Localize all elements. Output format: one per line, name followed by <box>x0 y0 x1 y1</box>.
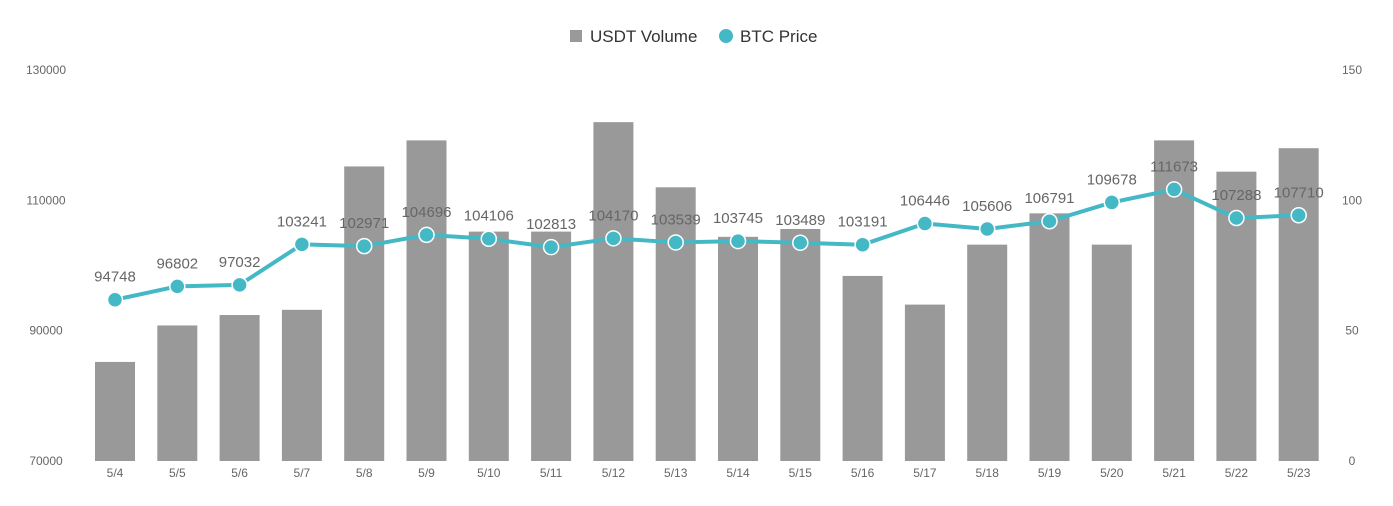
btc-price-point <box>1228 209 1245 227</box>
btc-price-data-label: 103241 <box>277 213 327 230</box>
x-axis-tick-label: 5/6 <box>231 466 248 480</box>
btc-price-data-label: 103489 <box>775 212 825 229</box>
btc-price-point <box>231 276 248 294</box>
legend-usdt-volume-swatch <box>570 30 582 42</box>
usdt-volume-bar <box>157 325 198 461</box>
usdt-volume-bar <box>780 229 821 461</box>
x-axis-tick-label: 5/21 <box>1162 466 1186 480</box>
usdt-volume-bar <box>1029 213 1070 461</box>
x-axis-tick-label: 5/5 <box>169 466 186 480</box>
btc-price-point <box>605 230 622 247</box>
usdt-volume-bar <box>904 304 945 461</box>
btc-price-data-label: 96802 <box>156 255 198 272</box>
x-axis-tick-label: 5/22 <box>1225 466 1249 480</box>
x-axis-tick-label: 5/15 <box>789 466 813 480</box>
usdt-volume-bar <box>593 122 634 461</box>
btc-price-data-label: 107288 <box>1211 187 1261 204</box>
btc-price-data-label: 104696 <box>401 204 451 221</box>
btc-price-data-label: 111673 <box>1150 158 1198 175</box>
x-axis-tick-label: 5/18 <box>976 466 1000 480</box>
btc-price-data-label: 106446 <box>900 192 950 209</box>
left-axis-tick-label: 130000 <box>26 63 66 77</box>
btc-price-data-label: 104106 <box>464 208 514 225</box>
right-axis-tick-label: 0 <box>1349 454 1356 468</box>
x-axis-tick-label: 5/13 <box>664 466 688 480</box>
btc-price-point <box>293 236 311 253</box>
btc-price-point <box>667 234 684 251</box>
x-axis-tick-label: 5/11 <box>540 466 563 480</box>
x-axis-tick-label: 5/12 <box>602 466 626 480</box>
x-axis-tick-label: 5/8 <box>356 466 373 480</box>
btc-price-data-label: 105606 <box>962 198 1012 215</box>
legend-btc-price-swatch <box>719 29 733 43</box>
left-axis-tick-label: 70000 <box>29 454 63 468</box>
btc-price-point <box>480 230 498 247</box>
legend-btc-price-label: BTC Price <box>740 27 817 46</box>
btc-price-point <box>854 236 871 253</box>
usdt-volume-bar <box>406 140 447 461</box>
usdt-volume-bar <box>219 315 260 461</box>
right-axis-tick-label: 150 <box>1342 63 1362 77</box>
usdt-volume-bar <box>655 187 696 462</box>
left-axis-tick-label: 90000 <box>29 324 63 338</box>
btc-price-data-label: 103191 <box>838 214 888 231</box>
btc-price-point <box>1290 207 1307 224</box>
btc-price-data-label: 102971 <box>339 215 389 232</box>
x-axis-tick-label: 5/23 <box>1287 466 1311 480</box>
x-axis-tick-label: 5/4 <box>107 466 124 480</box>
btc-price-point <box>418 226 435 244</box>
btc-price-data-label: 94748 <box>94 269 136 286</box>
x-axis-tick-label: 5/10 <box>477 466 501 480</box>
legend-usdt-volume-label: USDT Volume <box>590 27 697 46</box>
btc-price-point <box>978 220 996 238</box>
x-axis-tick-label: 5/16 <box>851 466 875 480</box>
usdt-volume-bar <box>718 236 758 461</box>
btc-price-point <box>792 234 809 252</box>
usdt-volume-bar <box>95 361 135 461</box>
btc-price-point <box>355 237 373 255</box>
x-axis-tick-label: 5/14 <box>726 466 750 480</box>
btc-price-point <box>169 278 186 295</box>
btc-price-data-label: 106791 <box>1024 190 1074 207</box>
usdt-volume-bar <box>281 309 322 461</box>
btc-price-line <box>114 187 1299 302</box>
usdt-volume-bar <box>468 231 509 461</box>
x-axis-tick-label: 5/20 <box>1100 466 1124 480</box>
x-axis-tick-label: 5/9 <box>418 466 435 480</box>
btc-price-point <box>1041 212 1058 230</box>
usdt-volume-bar <box>344 166 385 462</box>
btc-price-point <box>542 238 560 256</box>
usdt-volume-bar <box>842 275 883 461</box>
btc-price-data-label: 102813 <box>526 216 576 233</box>
usdt-volume-bar <box>1278 148 1319 461</box>
btc-price-point <box>916 215 934 232</box>
x-axis-tick-label: 5/17 <box>913 466 937 480</box>
btc-price-data-label: 103539 <box>651 211 701 228</box>
left-axis-tick-label: 110000 <box>26 193 65 207</box>
btc-price-point <box>106 291 124 308</box>
btc-price-data-label: 109678 <box>1087 171 1137 188</box>
btc-price-data-label: 107710 <box>1274 184 1324 201</box>
usdt-volume-bar <box>1091 244 1132 461</box>
btc-price-data-label: 104170 <box>588 207 638 224</box>
x-axis-tick-label: 5/7 <box>294 466 311 480</box>
right-axis-tick-label: 50 <box>1345 324 1359 338</box>
btc-price-point <box>1103 194 1121 211</box>
right-axis-tick-label: 100 <box>1342 193 1362 207</box>
btc-price-point <box>729 232 747 250</box>
usdt-volume-bar <box>967 244 1008 461</box>
btc-price-data-label: 103745 <box>713 210 763 227</box>
x-axis-tick-label: 5/19 <box>1038 466 1062 480</box>
btc-price-data-label: 97032 <box>219 254 261 271</box>
btc-price-point <box>1165 181 1183 198</box>
usdt-volume-bar <box>531 231 572 461</box>
